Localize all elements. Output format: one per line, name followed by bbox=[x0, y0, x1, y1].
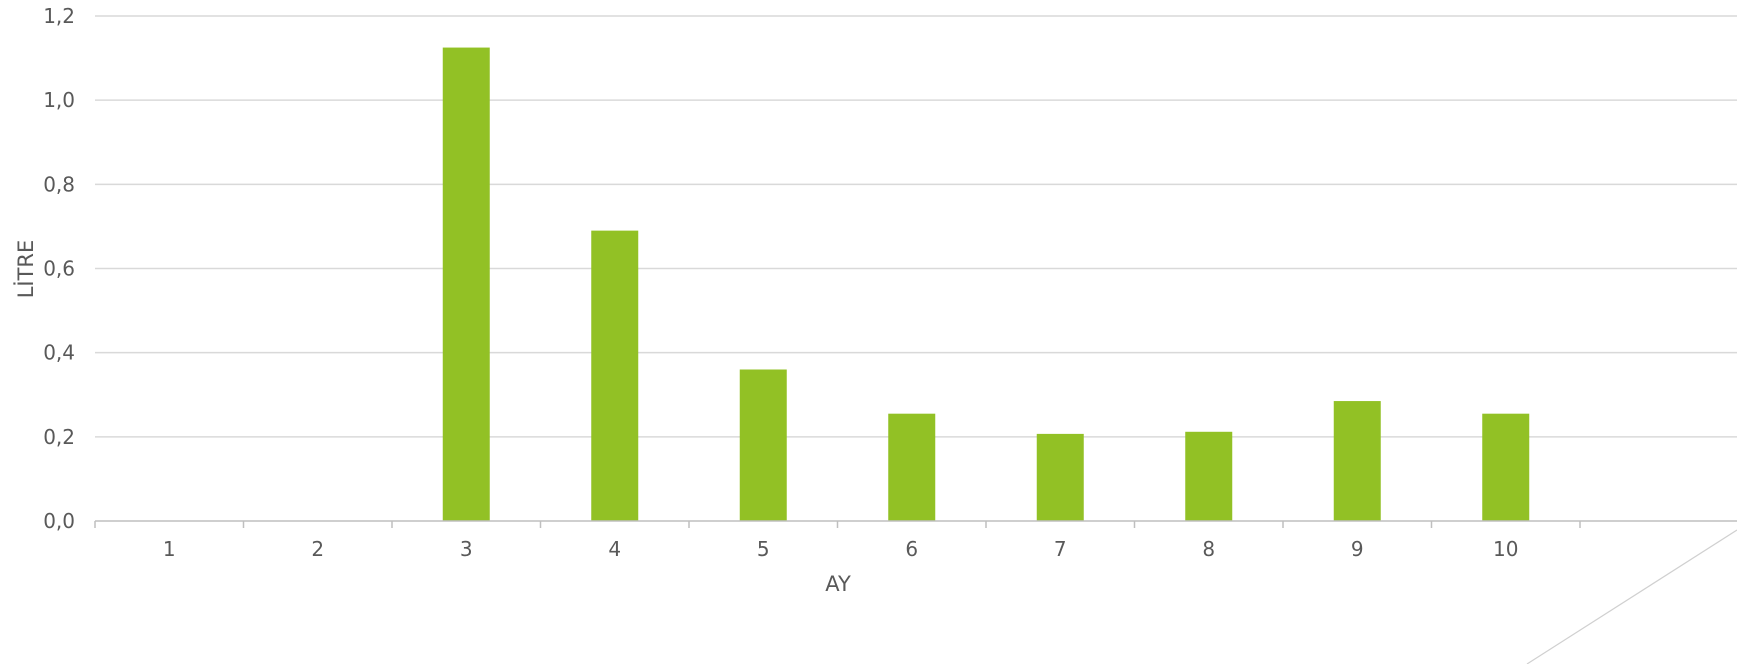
x-tick-label: 3 bbox=[460, 537, 473, 561]
corner-decoration-line bbox=[1526, 529, 1737, 664]
x-tick-label: 10 bbox=[1493, 537, 1518, 561]
x-tick-label: 4 bbox=[608, 537, 621, 561]
x-axis-title: AY bbox=[825, 572, 851, 596]
x-tick-label: 7 bbox=[1054, 537, 1067, 561]
y-tick-label: 1,0 bbox=[43, 88, 75, 112]
y-tick-label: 0,8 bbox=[43, 172, 75, 196]
x-tick-label: 8 bbox=[1202, 537, 1215, 561]
tick-labels: 0,0 0,2 0,4 0,6 0,8 1,0 1,2 1 2 3 4 5 6 7 8 9 10 bbox=[43, 4, 1518, 561]
x-tick-label: 6 bbox=[905, 537, 918, 561]
bar bbox=[1185, 431, 1233, 521]
y-axis-title: LİTRE bbox=[13, 240, 38, 299]
bars bbox=[442, 47, 1530, 521]
y-tick-label: 0,6 bbox=[43, 257, 75, 281]
x-tick-label: 1 bbox=[163, 537, 176, 561]
y-tick-label: 0,2 bbox=[43, 425, 75, 449]
y-tick-label: 1,2 bbox=[43, 4, 75, 28]
gridlines bbox=[95, 15, 1737, 438]
y-tick-label: 0,0 bbox=[43, 509, 75, 533]
axes bbox=[94, 520, 1737, 528]
bar bbox=[1036, 433, 1084, 521]
bar bbox=[442, 47, 490, 521]
bar bbox=[888, 413, 936, 521]
bar bbox=[739, 369, 787, 521]
y-tick-label: 0,4 bbox=[43, 341, 75, 365]
bar bbox=[1482, 413, 1530, 521]
x-tick-label: 5 bbox=[757, 537, 770, 561]
x-tick-label: 9 bbox=[1351, 537, 1364, 561]
bar bbox=[1333, 401, 1381, 521]
bar bbox=[591, 230, 639, 521]
x-tick-label: 2 bbox=[311, 537, 324, 561]
